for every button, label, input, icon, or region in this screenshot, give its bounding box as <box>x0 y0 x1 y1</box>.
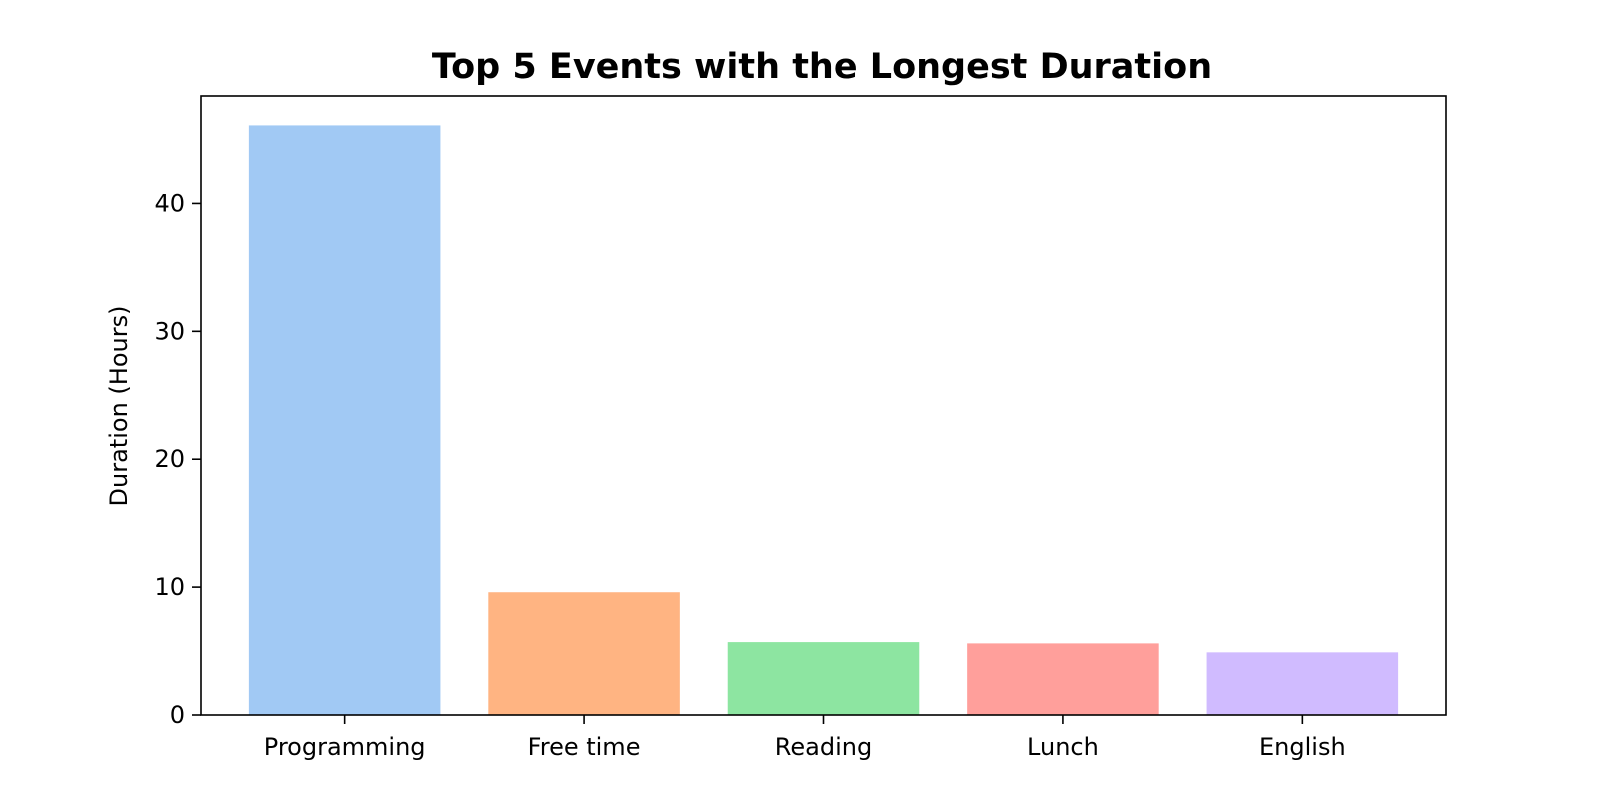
chart-title: Top 5 Events with the Longest Duration <box>432 47 1212 87</box>
y-tick-label: 40 <box>154 189 185 217</box>
axes-group: Programming Free time Reading Lunch English 0… <box>154 95 1447 761</box>
x-tick-label-english: English <box>1259 733 1346 761</box>
y-tick-label: 0 <box>170 701 185 729</box>
x-tick-label-free-time: Free time <box>528 733 641 761</box>
bar-lunch <box>967 643 1159 715</box>
y-tick-label: 10 <box>154 573 185 601</box>
bar-english <box>1206 652 1399 715</box>
plot-frame <box>200 95 1447 716</box>
y-tick-label: 20 <box>154 445 185 473</box>
x-tick-label-lunch: Lunch <box>1027 733 1099 761</box>
y-tick-label: 30 <box>154 317 185 345</box>
x-tick-label-reading: Reading <box>775 733 872 761</box>
bar-reading <box>727 642 920 715</box>
bars-group <box>248 125 1399 716</box>
y-axis-label: Duration (Hours) <box>105 306 133 507</box>
bar-free-time <box>488 592 680 715</box>
bar-programming <box>248 125 441 716</box>
x-tick-label-programming: Programming <box>264 733 426 761</box>
